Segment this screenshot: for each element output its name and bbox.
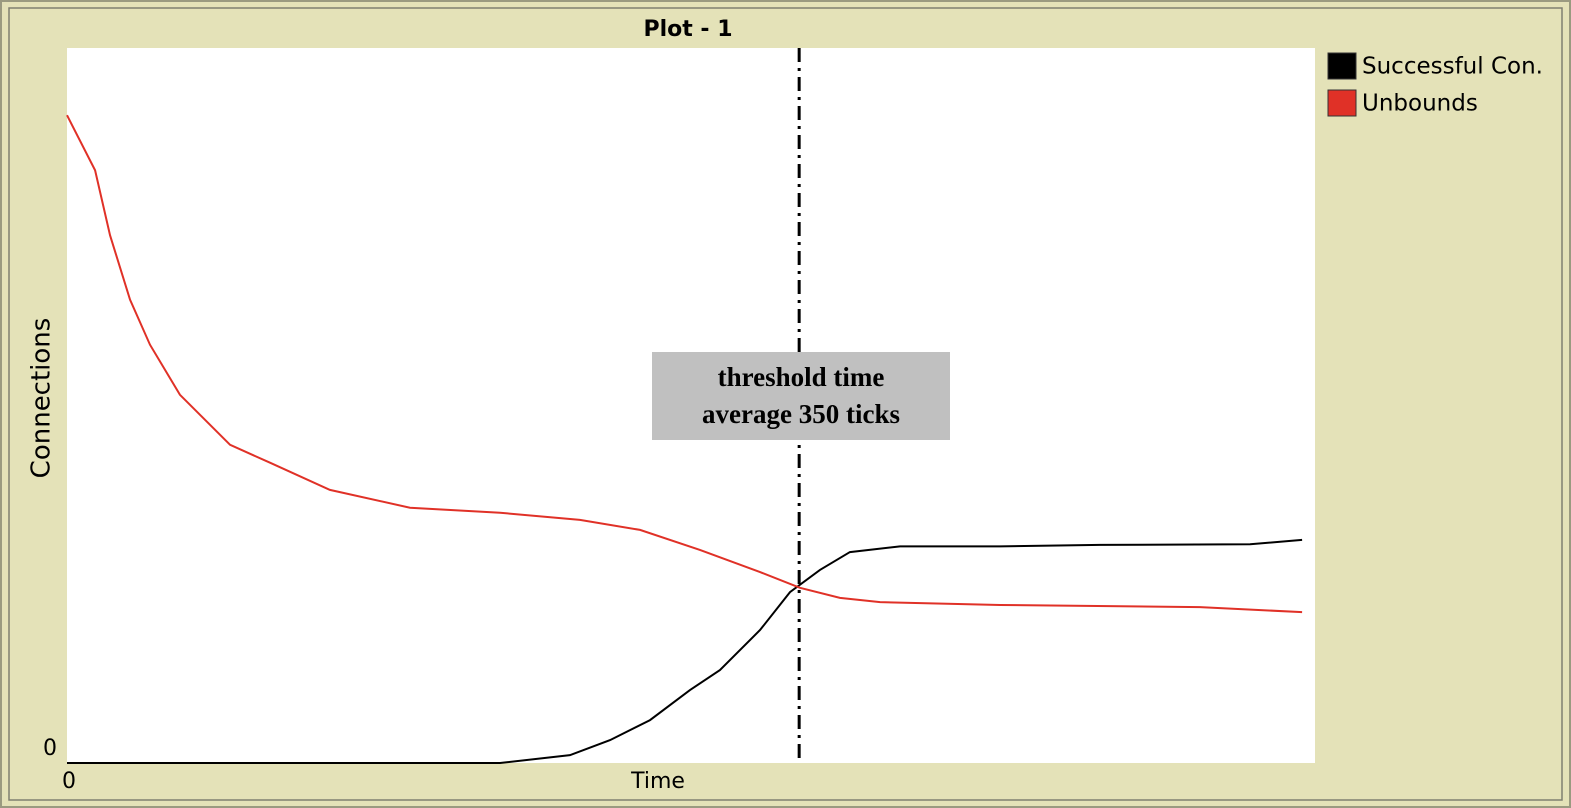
legend-label: Successful Con.: [1362, 54, 1543, 80]
y-axis-label: Connections: [27, 318, 57, 479]
legend-swatch: [1327, 52, 1357, 80]
legend-swatch: [1327, 89, 1357, 117]
widget-border: [8, 7, 1563, 801]
series-line: [67, 538, 1303, 764]
y-tick-label: 0: [43, 736, 57, 761]
annotation-text: average 350 ticks: [702, 399, 900, 429]
annotation-box: [652, 352, 950, 440]
x-tick-label: 0: [62, 769, 76, 794]
annotation-text: threshold time: [718, 362, 885, 392]
series-line: [66, 114, 1303, 614]
x-axis-label: Time: [630, 769, 685, 794]
chart-title: Plot - 1: [643, 17, 732, 42]
legend-label: Unbounds: [1362, 91, 1478, 117]
